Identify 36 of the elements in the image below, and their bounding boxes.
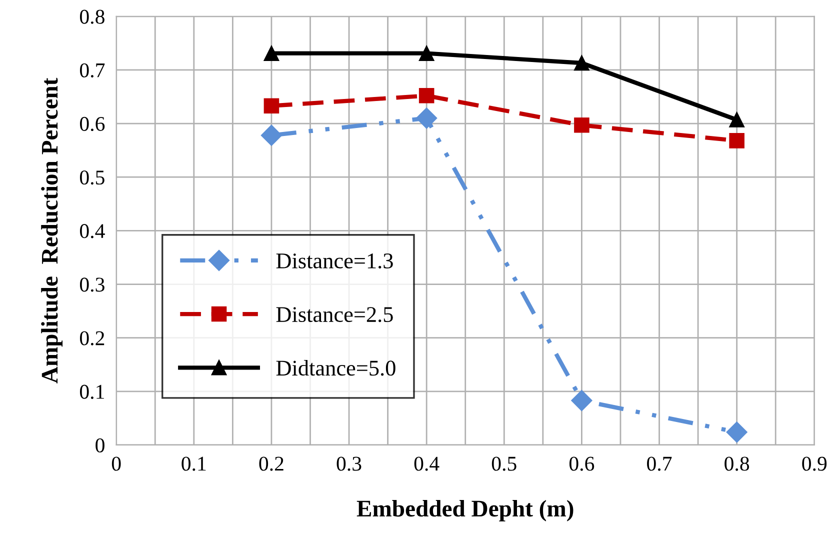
point <box>571 390 592 412</box>
x-axis-title: Embedded Depht (m) <box>356 500 574 522</box>
point <box>574 55 590 71</box>
y-axis-title: Amplitude Reduction Percent <box>41 78 63 384</box>
point <box>418 46 434 61</box>
point <box>729 112 744 128</box>
y-tick-label: 0.8 <box>80 10 104 24</box>
point <box>726 422 748 443</box>
point <box>729 133 744 148</box>
point <box>416 108 438 129</box>
x-tick-label: 0.7 <box>647 456 672 471</box>
y-tick-label: 0.5 <box>80 170 104 185</box>
x-tick-label: 0 <box>112 456 121 471</box>
x-tick-label: 0.6 <box>569 456 594 471</box>
x-tick-label: 0.5 <box>492 456 516 471</box>
y-tick-label: 0.6 <box>80 116 105 132</box>
x-tick-label: 0.1 <box>182 456 206 471</box>
point <box>260 124 282 146</box>
y-tick-label: 0.4 <box>80 224 105 238</box>
legend-label: Distance=2.5 <box>276 307 393 322</box>
x-tick-label: 0.2 <box>259 456 284 471</box>
y-tick-label: 0.3 <box>80 278 104 292</box>
x-tick-label: 0.3 <box>336 456 362 471</box>
x-tick-label: 0.8 <box>724 456 750 471</box>
point <box>418 88 434 104</box>
point <box>574 118 590 133</box>
point <box>264 46 280 61</box>
legend-label: Distance=1.3 <box>276 253 393 269</box>
legend-label: Didtance=5.0 <box>276 360 396 376</box>
y-tick-label: 0.2 <box>80 331 104 346</box>
x-tick-label: 0.4 <box>414 456 440 471</box>
point <box>264 98 280 114</box>
x-tick-label: 0.9 <box>802 456 827 471</box>
y-tick-label: 0 <box>96 438 104 452</box>
y-tick-label: 0.1 <box>80 384 104 399</box>
y-tick-label: 0.7 <box>80 63 105 78</box>
